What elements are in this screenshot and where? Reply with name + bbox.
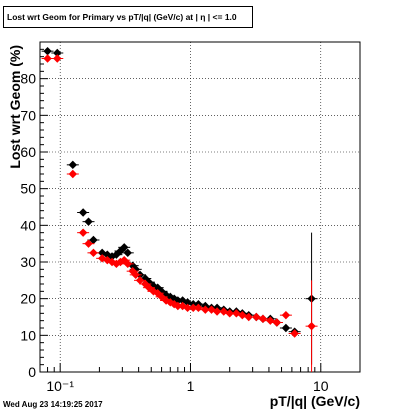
data-point-marker: [201, 305, 210, 314]
data-point-marker: [161, 296, 171, 305]
data-point-marker: [238, 310, 247, 320]
data-point-marker: [78, 208, 88, 217]
data-point-marker: [225, 309, 234, 318]
plot-frame: [39, 41, 361, 373]
data-point-marker: [53, 54, 62, 63]
data-point-marker: [43, 54, 52, 63]
data-point-marker: [153, 283, 162, 292]
data-point-marker: [89, 235, 98, 245]
timestamp: Wed Aug 23 14:19:25 2017: [3, 400, 103, 409]
data-point-marker: [43, 46, 52, 56]
data-point-marker: [89, 248, 98, 258]
data-point-marker: [307, 321, 316, 331]
data-point-marker: [131, 270, 140, 280]
grid-lines: [40, 42, 360, 372]
data-point-marker: [141, 274, 150, 283]
y-tick-label: 30: [20, 254, 36, 270]
y-tick-label: 80: [20, 71, 36, 87]
y-tick-label: 10: [20, 327, 36, 343]
data-point-marker: [123, 248, 132, 258]
x-tick-label: 10⁻¹: [46, 378, 74, 394]
x-tick-label: 1: [187, 378, 195, 394]
data-point-marker: [141, 279, 150, 289]
series-1: [41, 46, 318, 365]
data-point-marker: [281, 323, 291, 333]
data-point-marker: [252, 312, 261, 322]
y-axis-title: Lost wrt Geom (%): [7, 45, 23, 169]
data-point-marker: [84, 239, 93, 248]
x-axis-title: pT/|q| (GeV/c): [270, 393, 360, 409]
data-point-marker: [135, 276, 145, 285]
data-point-marker: [78, 228, 88, 237]
data-point-marker: [212, 307, 222, 316]
data-point-marker: [116, 246, 125, 256]
y-tick-label: 40: [20, 217, 36, 233]
data-point-marker: [161, 290, 171, 300]
data-point-marker: [178, 301, 187, 311]
data-point-marker: [68, 169, 78, 179]
axis-ticks: [39, 48, 361, 373]
y-tick-label: 20: [20, 291, 36, 307]
data-point-marker: [258, 314, 268, 324]
chart-title: Lost wrt Geom for Primary vs pT/|q| (GeV…: [3, 6, 253, 28]
y-tick-label: 50: [20, 181, 36, 197]
tick-labels: 0 10 20 30 40 50 60 70 80 10⁻¹ 1 10: [20, 71, 328, 394]
y-tick-label: 60: [20, 144, 36, 160]
data-series: [41, 46, 318, 372]
data-point-marker: [281, 310, 291, 320]
y-tick-label: 0: [28, 364, 36, 380]
data-point-marker: [53, 48, 62, 58]
data-point-marker: [120, 243, 129, 252]
data-point-marker: [272, 318, 282, 327]
y-tick-label: 70: [20, 107, 36, 123]
data-point-marker: [244, 312, 253, 322]
series-2: [41, 54, 318, 372]
data-point-marker: [290, 329, 299, 338]
data-point-marker: [153, 288, 162, 298]
data-point-marker: [112, 259, 121, 269]
data-point-marker: [123, 259, 132, 269]
data-point-marker: [112, 250, 121, 259]
data-point-marker: [178, 296, 187, 305]
data-point-marker: [219, 307, 228, 316]
data-point-marker: [68, 160, 78, 170]
data-point-marker: [84, 217, 93, 226]
x-tick-label: 10: [313, 378, 329, 394]
